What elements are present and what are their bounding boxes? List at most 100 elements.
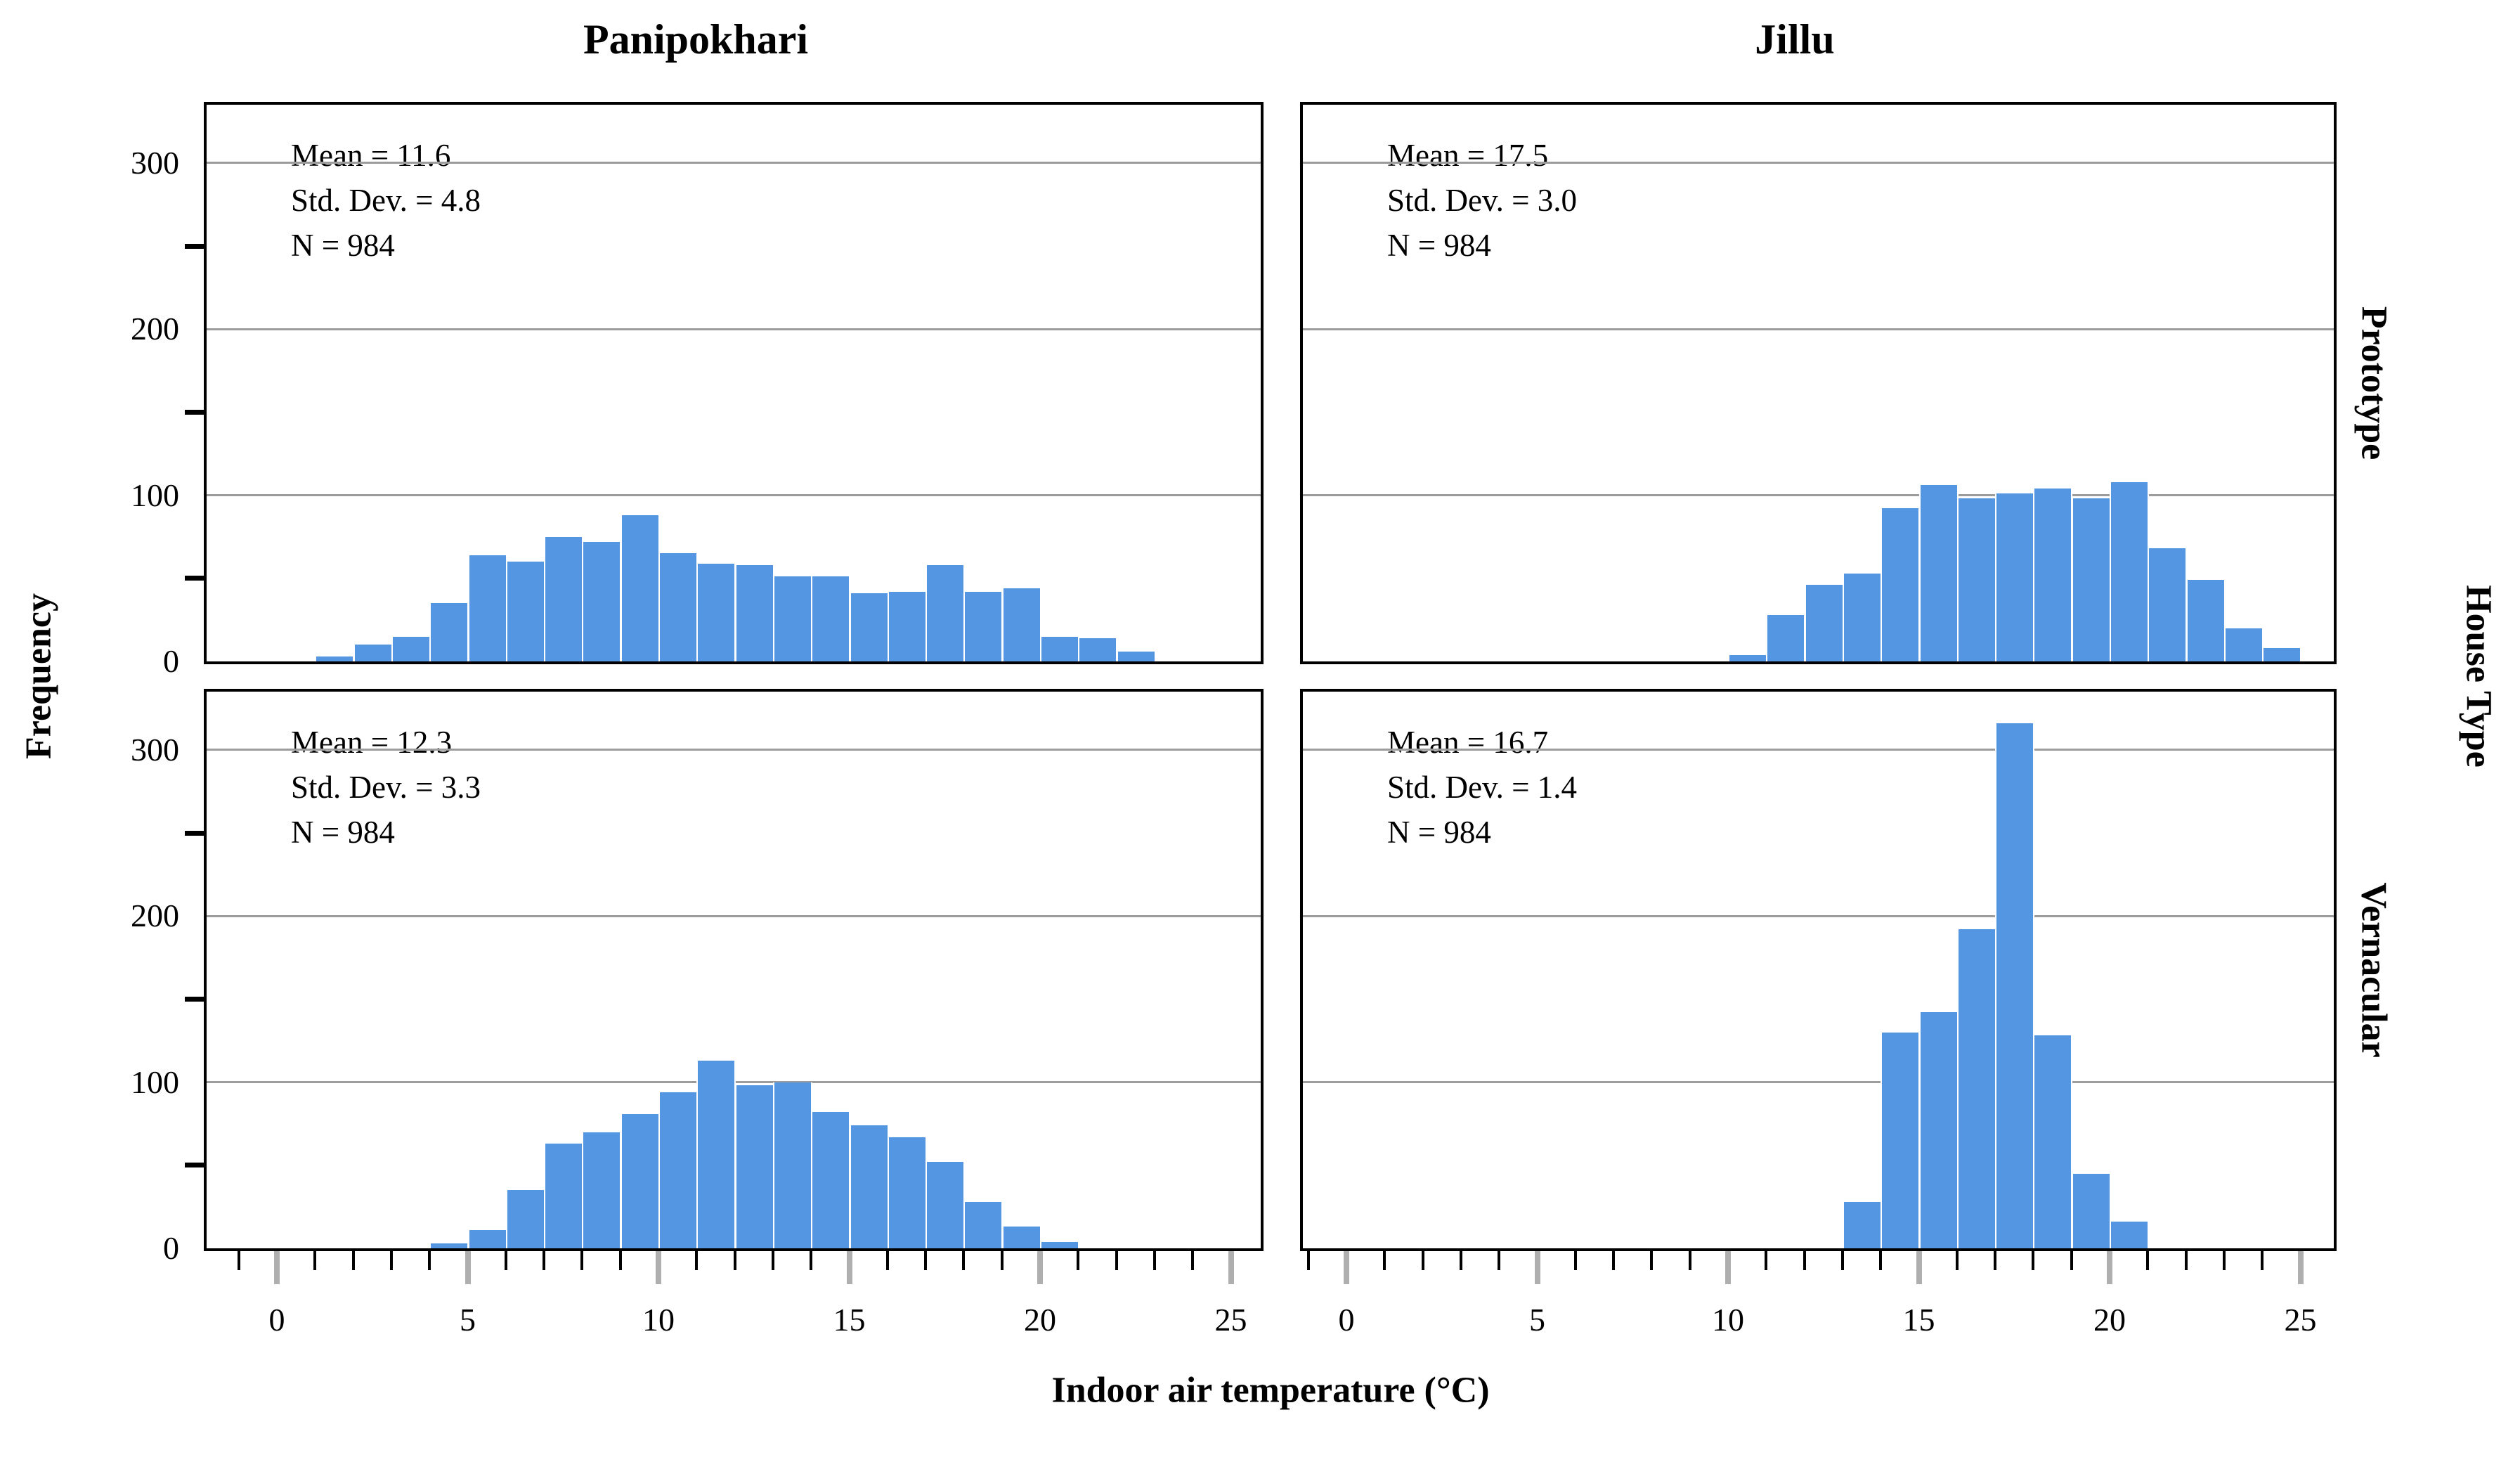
y-minor-tick (185, 243, 204, 249)
histogram-bar (1805, 585, 1844, 661)
x-major-tick (1037, 1251, 1043, 1284)
x-tick-label: 25 (2284, 1302, 2317, 1338)
x-major-tick (1228, 1251, 1234, 1284)
stat-n: N = 984 (291, 815, 395, 850)
histogram-bar (1040, 1242, 1079, 1248)
x-minor-tick (618, 1251, 622, 1270)
histogram-bar (850, 593, 889, 661)
x-minor-tick (1803, 1251, 1806, 1270)
histogram-bar (1728, 655, 1767, 661)
y-tick-label: 100 (131, 1063, 179, 1100)
x-axis-title: Indoor air temperature (°C) (1051, 1370, 1490, 1411)
x-minor-tick (771, 1251, 774, 1270)
histogram-bar (1843, 1202, 1882, 1248)
histogram-bar (2262, 648, 2301, 661)
column-title-panipokhari: Panipokhari (583, 16, 809, 63)
row-title-vernacular: Vernacular (2353, 882, 2394, 1058)
x-minor-tick (2261, 1251, 2264, 1270)
y-tick-label: 0 (163, 1230, 179, 1266)
y-gridline (207, 749, 1261, 751)
row-title-prototype: Prototype (2353, 306, 2394, 460)
histogram-bar (811, 1112, 850, 1248)
stat-mean: Mean = 16.7 (1387, 725, 1549, 760)
histogram-bar (925, 565, 965, 661)
x-tick-label: 5 (460, 1302, 476, 1338)
histogram-bar (621, 515, 660, 661)
y-gridline (207, 914, 1261, 917)
x-minor-tick (1765, 1251, 1768, 1270)
histogram-panel-jillu-prototype: Mean = 17.5 Std. Dev. = 3.0 N = 984 (1300, 102, 2337, 664)
x-minor-tick (1000, 1251, 1004, 1270)
histogram-bar (1002, 588, 1041, 661)
stat-n: N = 984 (1387, 815, 1491, 850)
x-minor-tick (810, 1251, 813, 1270)
histogram-bar (735, 565, 774, 661)
histogram-bar (2148, 548, 2187, 661)
stat-mean: Mean = 12.3 (291, 725, 453, 760)
x-major-tick (656, 1251, 661, 1284)
histogram-bar (2186, 580, 2226, 661)
x-minor-tick (1383, 1251, 1386, 1270)
histogram-panel-panipokhari-vernacular: Mean = 12.3 Std. Dev. = 3.3 N = 984 (204, 689, 1264, 1251)
x-tick-label: 10 (642, 1302, 675, 1338)
x-major-tick (1344, 1251, 1349, 1284)
x-minor-tick (733, 1251, 736, 1270)
y-tick-label: 300 (131, 144, 179, 181)
histogram-bar (963, 592, 1003, 661)
histogram-bar (582, 542, 621, 661)
x-tick-label: 20 (2093, 1302, 2126, 1338)
stat-std-dev: Std. Dev. = 3.0 (1387, 183, 1577, 218)
x-minor-tick (1688, 1251, 1691, 1270)
x-major-tick (846, 1251, 852, 1284)
x-major-tick (1916, 1251, 1922, 1284)
x-major-tick (1725, 1251, 1731, 1284)
y-tick-label: 200 (131, 311, 179, 347)
histogram-bar (1881, 508, 1920, 661)
y-minor-tick (185, 576, 204, 581)
x-minor-tick (1152, 1251, 1156, 1270)
stat-std-dev: Std. Dev. = 4.8 (291, 183, 481, 218)
x-minor-tick (504, 1251, 507, 1270)
histogram-bar (2110, 482, 2149, 661)
x-minor-tick (389, 1251, 393, 1270)
histogram-bar (773, 576, 812, 661)
histogram-bar (1117, 652, 1156, 661)
x-minor-tick (2222, 1251, 2226, 1270)
y-tick-label: 300 (131, 731, 179, 768)
x-tick-label: 15 (833, 1302, 866, 1338)
x-minor-tick (1421, 1251, 1424, 1270)
histogram-bar (963, 1202, 1003, 1248)
house-type-axis-title: House Type (2458, 585, 2499, 768)
histogram-bar (506, 562, 545, 661)
x-minor-tick (1459, 1251, 1462, 1270)
x-minor-tick (885, 1251, 889, 1270)
x-minor-tick (695, 1251, 699, 1270)
histogram-bar (850, 1125, 889, 1248)
histogram-bar (582, 1132, 621, 1248)
histogram-bar (773, 1082, 812, 1248)
histogram-bar (2224, 628, 2264, 661)
x-minor-tick (1498, 1251, 1501, 1270)
histogram-bar (1957, 498, 1996, 661)
stat-std-dev: Std. Dev. = 3.3 (291, 770, 481, 805)
x-minor-tick (1191, 1251, 1195, 1270)
histogram-bar (1078, 638, 1117, 661)
y-tick-label: 100 (131, 477, 179, 513)
histogram-bar (621, 1114, 660, 1248)
x-tick-label: 20 (1024, 1302, 1056, 1338)
histogram-panel-jillu-vernacular: Mean = 16.7 Std. Dev. = 1.4 N = 984 (1300, 689, 2337, 1251)
y-minor-tick (185, 830, 204, 836)
x-major-tick (274, 1251, 280, 1284)
y-gridline (1303, 494, 2334, 497)
x-minor-tick (924, 1251, 928, 1270)
y-gridline (207, 328, 1261, 330)
stats-annotation: Mean = 16.7 Std. Dev. = 1.4 N = 984 (1387, 720, 1577, 855)
stat-mean: Mean = 17.5 (1387, 138, 1549, 173)
histogram-bar (658, 553, 698, 661)
y-minor-tick (185, 996, 204, 1002)
y-minor-tick (185, 409, 204, 415)
histogram-bar (315, 656, 354, 661)
histogram-bar (888, 592, 927, 661)
y-gridline (1303, 914, 2334, 917)
